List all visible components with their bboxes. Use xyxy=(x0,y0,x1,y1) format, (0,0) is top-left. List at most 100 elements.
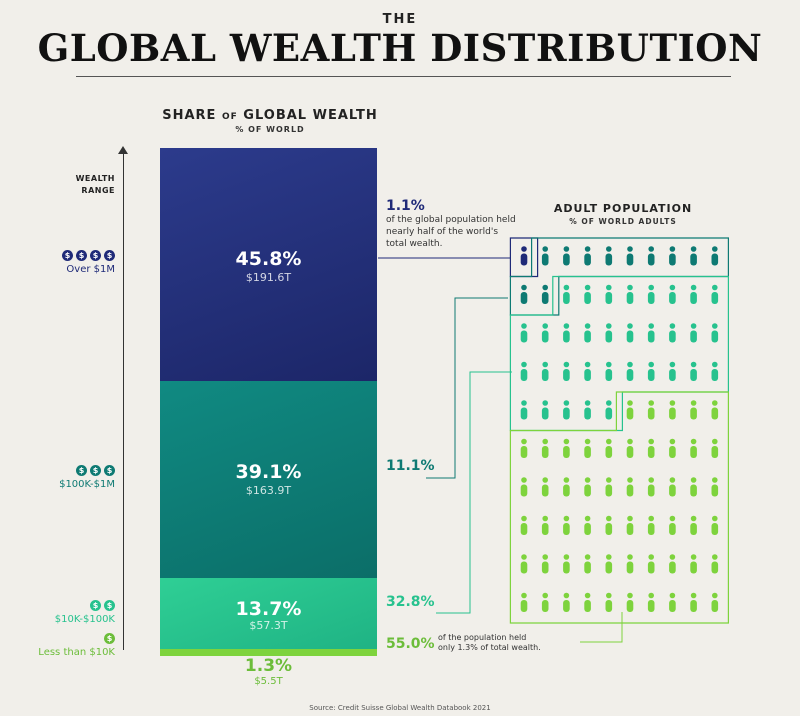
person-icon xyxy=(605,554,613,574)
person-icon xyxy=(690,592,697,612)
person-icon xyxy=(690,477,697,497)
tier-label: $100K-$1M xyxy=(59,479,115,490)
pop-label-less-than-10k: 55.0% xyxy=(386,636,435,652)
person-icon xyxy=(711,438,719,458)
tier-label: Less than $10K xyxy=(38,647,115,658)
dollar-coin-icon: $ xyxy=(76,250,87,261)
coins: $ $ xyxy=(55,600,115,611)
tier-100k-1m: $ $ $ $100K-$1M xyxy=(59,465,115,490)
person-icon xyxy=(584,400,591,420)
tier-label: Over $1M xyxy=(66,264,115,275)
person-icon xyxy=(669,246,676,266)
title-rule xyxy=(76,76,731,77)
chart-subtitle: % OF WORLD xyxy=(235,125,305,134)
person-icon xyxy=(669,554,676,574)
person-icon xyxy=(605,361,613,381)
person-icon xyxy=(541,246,549,266)
person-icon xyxy=(669,438,676,458)
person-icon xyxy=(563,284,570,304)
person-icon xyxy=(647,323,655,343)
person-icon xyxy=(520,400,528,420)
person-icon xyxy=(647,477,655,497)
data-amount: $57.3T xyxy=(249,619,288,632)
person-icon xyxy=(541,438,549,458)
header-the: THE xyxy=(382,12,418,27)
person-icon xyxy=(563,554,570,574)
person-icon xyxy=(584,323,591,343)
coins: $ xyxy=(38,633,115,644)
person-icon xyxy=(584,592,591,612)
person-icon xyxy=(711,400,719,420)
data-label: 13.7% xyxy=(235,598,302,620)
person-icon xyxy=(563,438,570,458)
data-label: 1.3% xyxy=(244,656,293,676)
connector-line xyxy=(426,297,508,479)
bottom-note: of the population held only 1.3% of tota… xyxy=(438,633,578,653)
person-icon xyxy=(584,515,591,535)
data-label: 39.1% xyxy=(235,461,302,483)
person-icon xyxy=(626,554,634,574)
bar-segment-less-than-10k xyxy=(160,649,377,656)
person-icon xyxy=(711,477,719,497)
person-icon xyxy=(690,323,697,343)
person-icon xyxy=(669,284,676,304)
person-icon xyxy=(690,515,697,535)
pop-label-100k-1m: 11.1% xyxy=(386,458,435,474)
data-label: 45.8% xyxy=(235,248,302,270)
bar-segment-10k-100k: 13.7% $57.3T xyxy=(160,578,377,649)
chart-title-of: OF xyxy=(221,112,238,122)
dollar-coin-icon: $ xyxy=(76,465,87,476)
person-icon xyxy=(626,323,634,343)
axis-label: WEALTH RANGE xyxy=(50,173,115,197)
data-amount: $163.9T xyxy=(245,484,292,497)
person-icon xyxy=(541,592,549,612)
group-outline xyxy=(509,391,729,624)
bottom-note-line1: of the population held xyxy=(438,633,527,642)
person-icon xyxy=(520,438,528,458)
person-icon xyxy=(584,284,591,304)
tier-label: $10K-$100K xyxy=(54,614,115,625)
bar-segment-over-1m: 45.8% $191.6T xyxy=(160,148,377,381)
axis-label-line1: WEALTH xyxy=(75,174,115,183)
person-icon xyxy=(647,592,655,612)
group-outline xyxy=(509,275,729,432)
person-icon xyxy=(563,477,570,497)
person-icon xyxy=(711,246,719,266)
person-icon xyxy=(563,246,570,266)
person-icon xyxy=(605,323,613,343)
person-icon xyxy=(605,284,613,304)
axis-label-line2: RANGE xyxy=(81,186,115,195)
person-icon xyxy=(563,515,570,535)
person-icon xyxy=(690,246,697,266)
person-icon xyxy=(520,515,528,535)
person-icon xyxy=(669,400,676,420)
dollar-coin-icon: $ xyxy=(104,600,115,611)
person-icon xyxy=(520,554,528,574)
person-icon xyxy=(690,284,697,304)
person-icon xyxy=(520,361,528,381)
person-icon xyxy=(669,323,676,343)
person-icon xyxy=(647,438,655,458)
person-icon xyxy=(605,477,613,497)
person-icon xyxy=(626,477,634,497)
group-outline xyxy=(509,237,729,316)
person-icon xyxy=(690,361,697,381)
chart-title-global-wealth: GLOBAL WEALTH xyxy=(243,108,378,123)
source-note: Source: Credit Suisse Global Wealth Data… xyxy=(309,704,491,712)
person-icon xyxy=(669,592,676,612)
person-icon xyxy=(563,400,570,420)
pop-label-10k-100k: 32.8% xyxy=(386,594,435,610)
person-icon xyxy=(711,361,719,381)
person-icon xyxy=(626,438,634,458)
person-icon xyxy=(626,515,634,535)
person-icon xyxy=(647,400,655,420)
person-icon xyxy=(541,515,549,535)
person-icon xyxy=(584,554,591,574)
connector-line xyxy=(436,371,512,614)
person-icon xyxy=(584,438,591,458)
person-icon xyxy=(711,284,719,304)
person-icon xyxy=(711,323,719,343)
person-icon xyxy=(584,246,591,266)
adult-population-title: ADULT POPULATION xyxy=(553,202,693,215)
